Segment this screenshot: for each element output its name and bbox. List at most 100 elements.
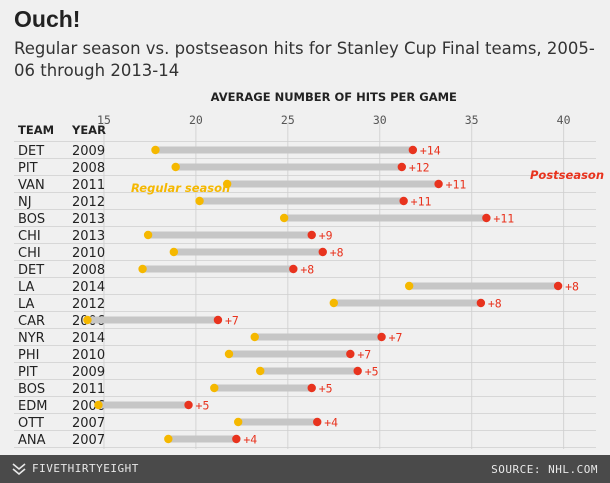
postseason-dot <box>482 213 491 223</box>
postseason-dot <box>476 298 486 308</box>
regular-season-dot <box>224 349 234 359</box>
row-year-label: 2014 <box>72 331 105 346</box>
dumbbell-chart: AVERAGE NUMBER OF HITS PER GAME 15 20 25 30 3… <box>14 90 604 449</box>
row-team-label: CHI <box>18 229 41 244</box>
regular-season-dot <box>210 383 219 393</box>
row-year-label: 2007 <box>72 433 105 448</box>
x-axis-title: AVERAGE NUMBER OF HITS PER GAME <box>211 90 457 104</box>
difference-label: +8 <box>488 297 502 311</box>
row-year-label: 2010 <box>72 348 105 363</box>
difference-label: +12 <box>409 161 430 175</box>
row-team-label: VAN <box>18 178 45 193</box>
column-header-year: YEAR <box>71 123 106 137</box>
postseason-dot <box>408 145 418 155</box>
footer-brand: FIVETHIRTYEIGHT <box>32 462 139 475</box>
dumbbell-bar <box>142 265 294 273</box>
difference-label: +5 <box>365 365 379 379</box>
footer-bar: FIVETHIRTYEIGHT SOURCE: NHL.COM <box>0 455 610 483</box>
row-year-label: 2007 <box>72 416 105 431</box>
row-year-label: 2009 <box>72 144 105 159</box>
regular-season-dot <box>195 196 204 206</box>
legend-postseason: Postseason <box>530 168 604 182</box>
row-year-label: 2008 <box>72 161 105 176</box>
regular-season-dot <box>279 213 289 223</box>
regular-season-dot <box>151 145 160 155</box>
row-year-label: 2008 <box>72 263 105 278</box>
regular-season-dot <box>164 434 173 444</box>
row-team-label: ANA <box>18 433 46 448</box>
regular-season-dot <box>250 332 259 342</box>
dumbbell-bar <box>199 197 404 205</box>
postseason-dot <box>346 349 355 359</box>
postseason-dot <box>232 434 241 444</box>
postseason-dot <box>318 247 327 257</box>
regular-season-dot <box>138 264 147 274</box>
difference-label: +8 <box>330 246 344 260</box>
row-team-label: DET <box>18 263 44 278</box>
x-tick-label: 30 <box>373 113 387 127</box>
x-tick-label: 35 <box>465 113 479 127</box>
difference-label: +5 <box>319 382 333 396</box>
row-team-label: LA <box>18 297 35 312</box>
row-team-label: DET <box>18 144 44 159</box>
postseason-dot <box>289 264 298 274</box>
dumbbell-bar <box>260 367 358 375</box>
dumbbell-bar <box>284 214 487 222</box>
difference-label: +11 <box>493 212 514 226</box>
row-team-label: EDM <box>18 399 47 414</box>
row-team-label: NJ <box>18 195 32 210</box>
regular-season-dot <box>329 298 338 308</box>
difference-label: +4 <box>243 433 257 447</box>
regular-season-dot <box>169 247 179 257</box>
row-team-label: PIT <box>18 365 38 380</box>
dumbbell-bar <box>173 248 323 256</box>
dumbbell-bar <box>175 163 402 171</box>
difference-label: +7 <box>357 348 371 362</box>
regular-season-dot <box>94 400 103 410</box>
postseason-dot <box>184 400 193 410</box>
legend-regular-season: Regular season <box>131 181 230 195</box>
postseason-dot <box>307 383 316 393</box>
dumbbell-bar <box>254 333 382 341</box>
row-year-label: 2010 <box>72 246 105 261</box>
postseason-dot <box>399 196 408 206</box>
row-team-label: LA <box>18 280 35 295</box>
row-year-label: 2011 <box>72 178 105 193</box>
row-team-label: BOS <box>18 212 45 227</box>
row-team-label: OTT <box>18 416 44 431</box>
row-team-label: PHI <box>18 348 39 363</box>
postseason-dot <box>307 230 316 240</box>
x-tick-label: 40 <box>557 113 571 127</box>
chart-title: Ouch! <box>14 6 81 32</box>
row-year-label: 2009 <box>72 365 105 380</box>
row-year-label: 2011 <box>72 382 105 397</box>
difference-label: +11 <box>446 178 467 192</box>
postseason-dot <box>377 332 386 342</box>
fivethirtyeight-logo-icon <box>12 462 26 475</box>
postseason-dot <box>313 417 322 427</box>
dumbbell-bar <box>227 180 439 188</box>
dumbbell-bar <box>148 231 312 239</box>
row-team-label: BOS <box>18 382 45 397</box>
postseason-dot <box>213 315 223 325</box>
dumbbell-bar <box>87 316 218 324</box>
x-tick-label: 15 <box>97 113 111 127</box>
x-tick-label: 20 <box>189 113 203 127</box>
x-tick-label: 25 <box>281 113 295 127</box>
postseason-dot <box>397 162 407 172</box>
difference-label: +7 <box>389 331 403 345</box>
regular-season-dot <box>233 417 243 427</box>
row-year-label: 2013 <box>72 229 105 244</box>
regular-season-dot <box>83 315 92 325</box>
difference-label: +14 <box>420 144 441 158</box>
dumbbell-bar <box>168 435 237 443</box>
row-year-label: 2012 <box>72 195 105 210</box>
row-year-label: 2014 <box>72 280 105 295</box>
footer-logo: FIVETHIRTYEIGHT <box>12 462 139 475</box>
difference-label: +4 <box>324 416 338 430</box>
dumbbell-bar <box>333 299 481 307</box>
row-year-label: 2013 <box>72 212 105 227</box>
difference-label: +8 <box>300 263 314 277</box>
row-team-label: NYR <box>18 331 45 346</box>
regular-season-dot <box>171 162 180 172</box>
